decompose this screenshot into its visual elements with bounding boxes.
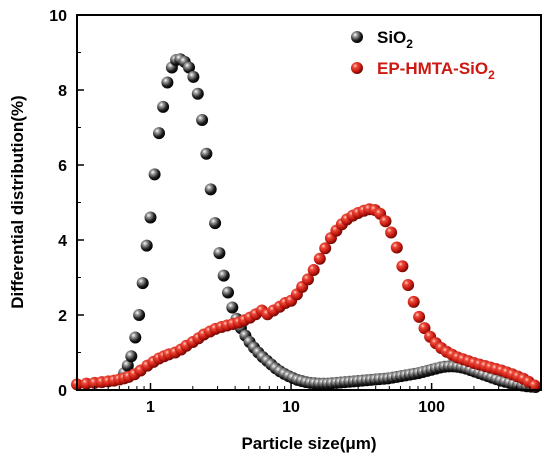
sio2-point (196, 114, 209, 126)
ep-hmta-sio2-point (307, 264, 320, 276)
y-tick-label: 10 (49, 8, 67, 25)
legend-label-ep-hmta-sio2: EP-HMTA-SiO2 (377, 59, 495, 82)
sio2-point (157, 100, 170, 113)
legend-marker-sio2 (351, 31, 363, 43)
x-tick-label: 1 (146, 399, 155, 416)
sio2-point (222, 286, 234, 299)
x-tick-label: 10 (282, 399, 300, 416)
ep-hmta-sio2-point (528, 379, 541, 392)
sio2-point (200, 147, 213, 160)
y-axis-ticks: 0 2 4 6 8 10 (49, 8, 84, 400)
sio2-point (148, 168, 161, 181)
ep-hmta-sio2-point (418, 322, 431, 335)
sio2-point (125, 350, 138, 363)
sio2-point (204, 183, 217, 196)
y-axis-label: Differential distribution(%) (8, 95, 27, 308)
x-axis-label: Particle size(μm) (241, 434, 376, 453)
sio2-point (129, 331, 142, 344)
x-axis-ticks: 1 10 100 (76, 383, 542, 416)
ep-hmta-sio2-point (396, 260, 409, 273)
sio2-point (133, 309, 146, 321)
x-tick-label: 100 (418, 399, 445, 416)
legend: SiO2 EP-HMTA-SiO2 (351, 28, 495, 82)
ep-hmta-sio2-point (313, 252, 326, 265)
sio2-point (209, 217, 222, 230)
ep-hmta-sio2-point (385, 226, 398, 239)
series-ep-hmta-sio2-points (71, 203, 541, 392)
sio2-point (140, 239, 153, 252)
ep-hmta-sio2-point (302, 273, 314, 286)
sio2-point (136, 277, 149, 290)
ep-hmta-sio2-point (407, 295, 420, 308)
sio2-point (161, 76, 174, 89)
legend-marker-ep-hmta-sio2 (351, 62, 363, 74)
sio2-point (144, 211, 157, 224)
sio2-point (226, 301, 239, 314)
y-tick-label: 0 (58, 383, 67, 400)
ep-hmta-sio2-point (413, 310, 426, 323)
ep-hmta-sio2-point (402, 279, 415, 291)
y-tick-label: 6 (58, 158, 67, 175)
sio2-point (187, 70, 200, 83)
sio2-point (121, 359, 134, 372)
ep-hmta-sio2-point (319, 242, 332, 255)
series-sio2-points (118, 53, 542, 393)
ep-hmta-sio2-point (379, 215, 392, 228)
y-tick-label: 2 (58, 308, 67, 325)
sio2-point (153, 127, 165, 140)
sio2-point (183, 61, 195, 74)
sio2-point (191, 87, 204, 100)
sio2-point (213, 247, 226, 260)
legend-label-sio2: SiO2 (377, 28, 413, 51)
sio2-point (217, 269, 230, 282)
y-tick-label: 4 (58, 233, 67, 250)
ep-hmta-sio2-point (390, 241, 403, 254)
y-tick-label: 8 (58, 83, 67, 100)
